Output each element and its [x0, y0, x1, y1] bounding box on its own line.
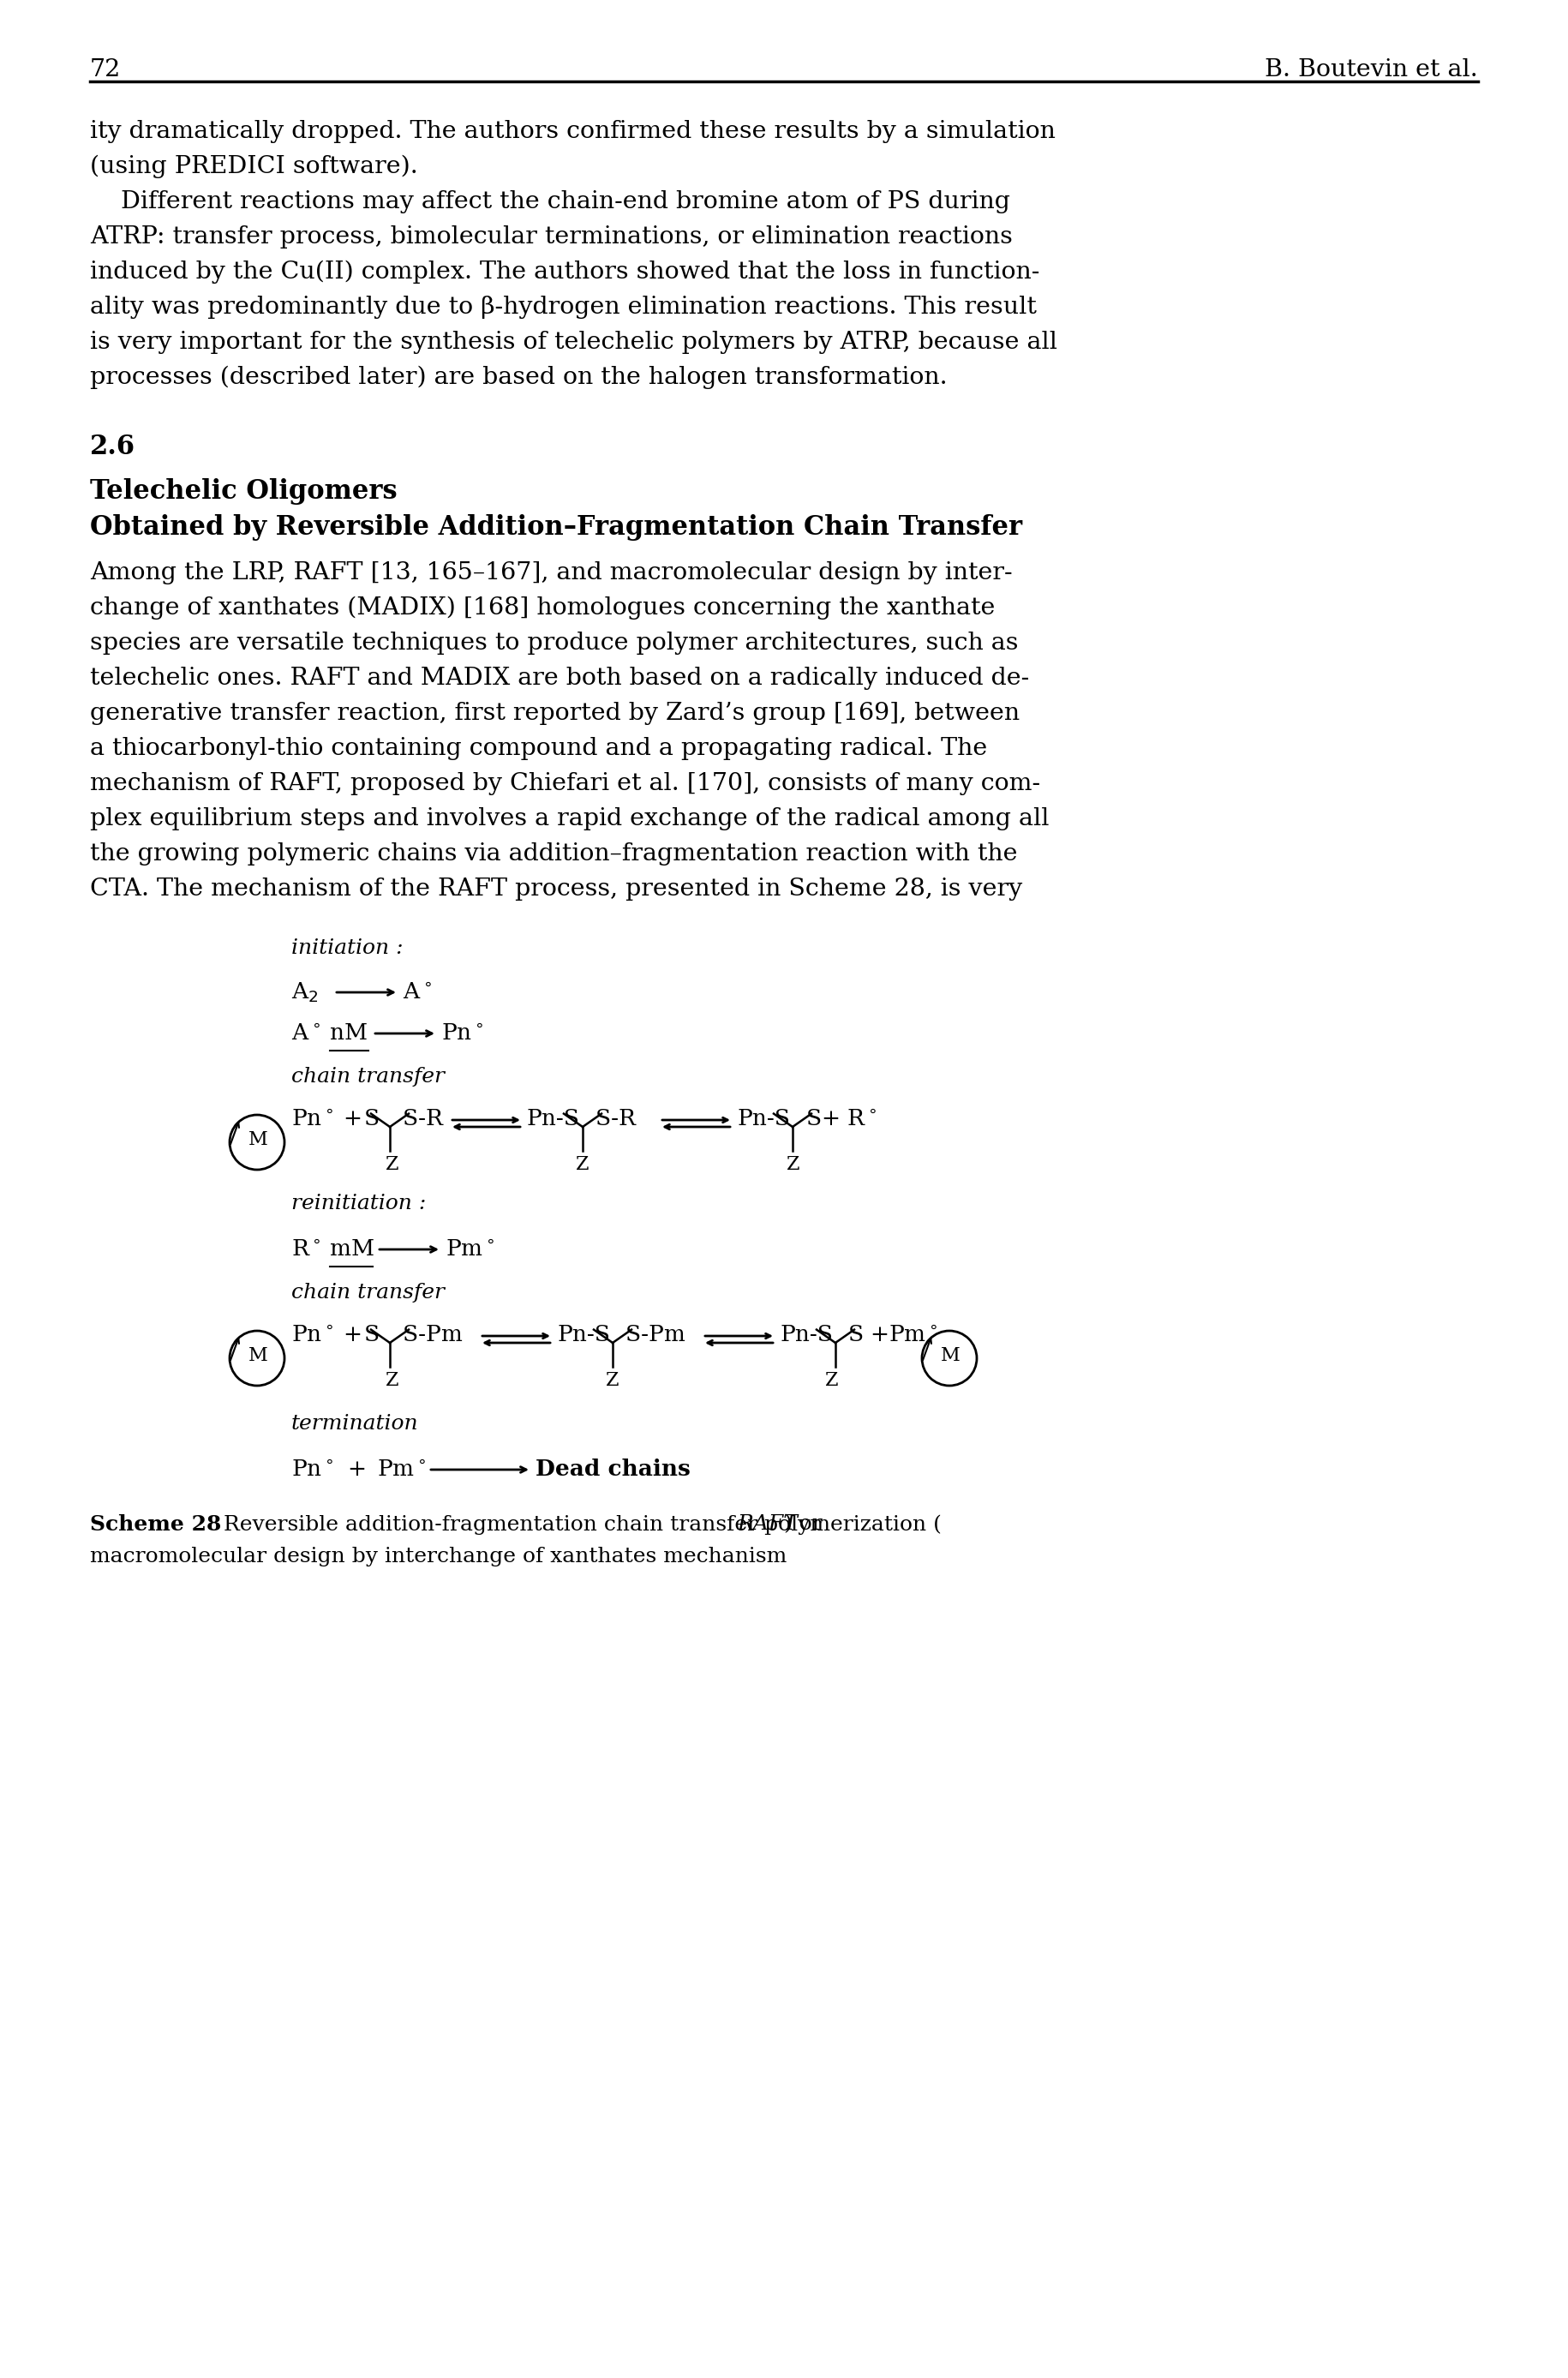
Text: Pm$^\circ$: Pm$^\circ$ — [376, 1458, 426, 1479]
Text: M: M — [941, 1346, 960, 1365]
Text: Pn-S: Pn-S — [557, 1325, 610, 1346]
Text: a thiocarbonyl-thio containing compound and a propagating radical. The: a thiocarbonyl-thio containing compound … — [89, 737, 988, 761]
Text: macromolecular design by interchange of xanthates mechanism: macromolecular design by interchange of … — [89, 1546, 787, 1567]
Text: +: + — [343, 1325, 362, 1346]
Text: RAFT: RAFT — [737, 1515, 798, 1534]
Text: S+ R$^\circ$: S+ R$^\circ$ — [806, 1108, 877, 1130]
Text: Z: Z — [386, 1372, 398, 1391]
Text: R$^\circ$: R$^\circ$ — [292, 1239, 321, 1260]
Text: species are versatile techniques to produce polymer architectures, such as: species are versatile techniques to prod… — [89, 633, 1018, 654]
Text: change of xanthates (MADIX) [168] homologues concerning the xanthate: change of xanthates (MADIX) [168] homolo… — [89, 597, 996, 621]
Text: A$^\circ$: A$^\circ$ — [292, 1023, 320, 1044]
Text: Pn-S: Pn-S — [779, 1325, 833, 1346]
Text: Telechelic Oligomers: Telechelic Oligomers — [89, 478, 397, 504]
Text: nM: nM — [329, 1023, 367, 1044]
Text: Z: Z — [825, 1372, 839, 1391]
Text: reinitiation :: reinitiation : — [292, 1194, 426, 1213]
Text: Reversible addition-fragmentation chain transfer polymerization (: Reversible addition-fragmentation chain … — [210, 1515, 941, 1534]
Text: chain transfer: chain transfer — [292, 1282, 445, 1303]
Text: mechanism of RAFT, proposed by Chiefari et al. [170], consists of many com-: mechanism of RAFT, proposed by Chiefari … — [89, 773, 1040, 794]
Text: Obtained by Reversible Addition–Fragmentation Chain Transfer: Obtained by Reversible Addition–Fragment… — [89, 514, 1022, 540]
Text: M: M — [248, 1346, 268, 1365]
Text: +: + — [347, 1458, 365, 1479]
Text: M: M — [248, 1130, 268, 1149]
Text: ality was predominantly due to β-hydrogen elimination reactions. This result: ality was predominantly due to β-hydroge… — [89, 295, 1036, 319]
Text: the growing polymeric chains via addition–fragmentation reaction with the: the growing polymeric chains via additio… — [89, 842, 1018, 866]
Text: Pm$^\circ$: Pm$^\circ$ — [445, 1239, 495, 1260]
Text: +: + — [343, 1108, 362, 1130]
Text: Dead chains: Dead chains — [536, 1458, 690, 1479]
Text: induced by the Cu(II) complex. The authors showed that the loss in function-: induced by the Cu(II) complex. The autho… — [89, 262, 1040, 283]
Text: generative transfer reaction, first reported by Zard’s group [169], between: generative transfer reaction, first repo… — [89, 702, 1019, 725]
Text: is very important for the synthesis of telechelic polymers by ATRP, because all: is very important for the synthesis of t… — [89, 331, 1057, 354]
Text: ity dramatically dropped. The authors confirmed these results by a simulation: ity dramatically dropped. The authors co… — [89, 119, 1055, 143]
Text: ) or: ) or — [784, 1515, 822, 1534]
Text: 2.6: 2.6 — [89, 433, 135, 461]
Text: initiation :: initiation : — [292, 939, 403, 958]
Text: Pn-S: Pn-S — [737, 1108, 790, 1130]
Text: Z: Z — [787, 1156, 800, 1175]
Text: Pn$^\circ$: Pn$^\circ$ — [292, 1325, 334, 1346]
Text: +Pm$^\circ$: +Pm$^\circ$ — [870, 1325, 938, 1346]
Text: telechelic ones. RAFT and MADIX are both based on a radically induced de-: telechelic ones. RAFT and MADIX are both… — [89, 666, 1029, 690]
Text: Z: Z — [575, 1156, 590, 1175]
Text: Among the LRP, RAFT [13, 165–167], and macromolecular design by inter-: Among the LRP, RAFT [13, 165–167], and m… — [89, 561, 1013, 585]
Text: (using PREDICI software).: (using PREDICI software). — [89, 155, 419, 178]
Text: mM: mM — [329, 1239, 375, 1260]
Text: A$^\circ$: A$^\circ$ — [403, 982, 431, 1004]
Text: processes (described later) are based on the halogen transformation.: processes (described later) are based on… — [89, 366, 947, 390]
Text: termination: termination — [292, 1415, 419, 1434]
Text: S-Pm: S-Pm — [626, 1325, 687, 1346]
Text: CTA. The mechanism of the RAFT process, presented in Scheme 28, is very: CTA. The mechanism of the RAFT process, … — [89, 877, 1022, 901]
Text: S: S — [848, 1325, 864, 1346]
Text: B. Boutevin et al.: B. Boutevin et al. — [1265, 59, 1479, 81]
Text: plex equilibrium steps and involves a rapid exchange of the radical among all: plex equilibrium steps and involves a ra… — [89, 806, 1049, 830]
Text: A$_2$: A$_2$ — [292, 982, 318, 1006]
Text: Z: Z — [605, 1372, 619, 1391]
Text: S: S — [364, 1325, 379, 1346]
Text: chain transfer: chain transfer — [292, 1068, 445, 1087]
Text: ATRP: transfer process, bimolecular terminations, or elimination reactions: ATRP: transfer process, bimolecular term… — [89, 226, 1013, 250]
Text: S-R: S-R — [403, 1108, 444, 1130]
Text: 72: 72 — [89, 59, 121, 81]
Text: Different reactions may affect the chain-end bromine atom of PS during: Different reactions may affect the chain… — [89, 190, 1010, 214]
Text: Pn$^\circ$: Pn$^\circ$ — [292, 1108, 334, 1130]
Text: Scheme 28: Scheme 28 — [89, 1515, 221, 1534]
Text: Pn$^\circ$: Pn$^\circ$ — [292, 1458, 334, 1479]
Text: Pn$^\circ$: Pn$^\circ$ — [441, 1023, 483, 1044]
Text: S-Pm: S-Pm — [403, 1325, 464, 1346]
Text: S-R: S-R — [596, 1108, 637, 1130]
Text: S: S — [364, 1108, 379, 1130]
Text: Z: Z — [386, 1156, 398, 1175]
Text: Pn-S: Pn-S — [527, 1108, 580, 1130]
